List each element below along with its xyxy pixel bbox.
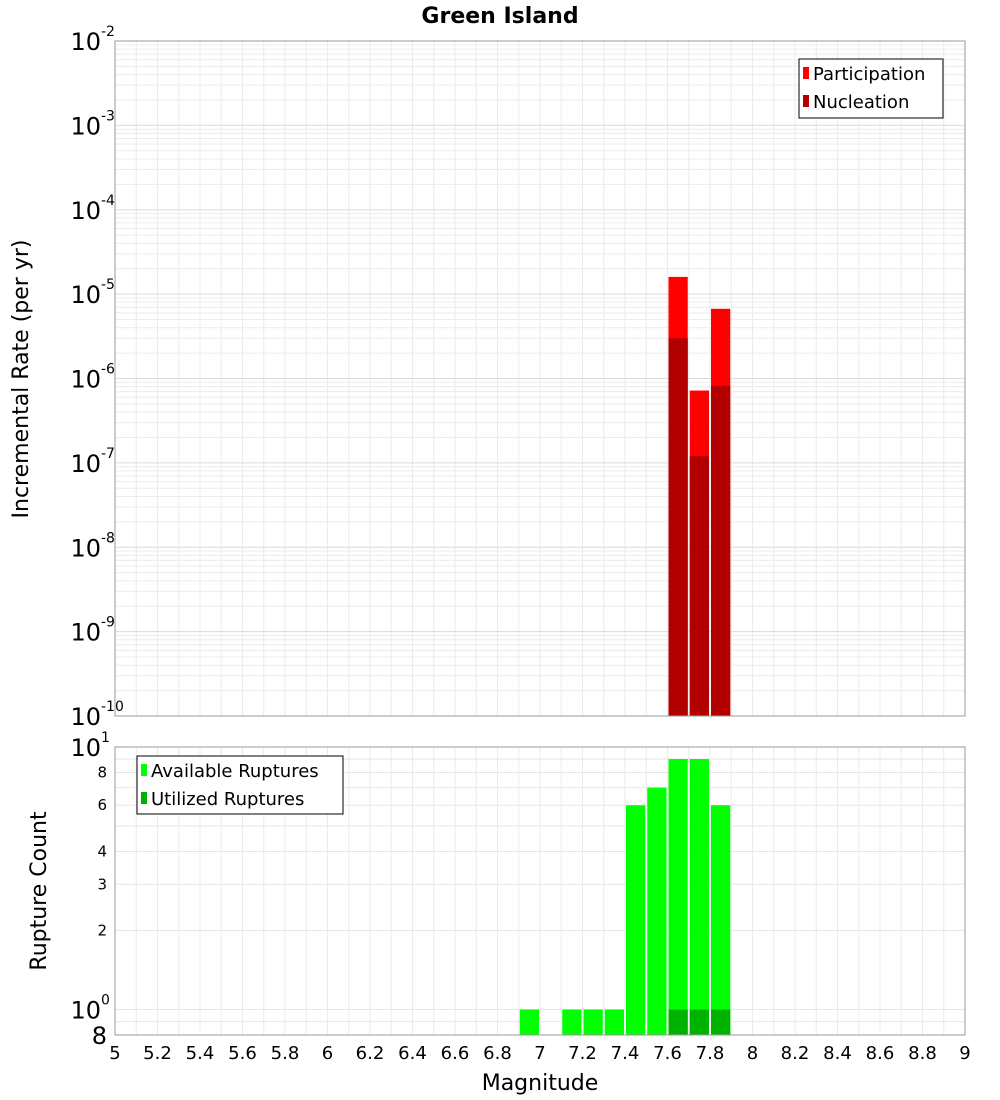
- count-bar-available-ruptures: [519, 1009, 539, 1035]
- rate-y-tick-exponent: -10: [101, 699, 124, 715]
- count-y-tick-label: 6: [97, 796, 107, 814]
- x-tick-label: 9: [959, 1043, 970, 1064]
- rate-grid: [114, 41, 966, 717]
- count-y-tick-label: 10: [70, 997, 101, 1025]
- count-y-tick-label: 2: [97, 922, 107, 940]
- count-bar-utilized-ruptures: [689, 1009, 709, 1035]
- rate-y-tick-label: 10: [70, 112, 101, 140]
- rate-plot-border: [114, 40, 966, 717]
- rate-y-tick-label: 10: [70, 619, 101, 647]
- count-y-axis-label: Rupture Count: [27, 811, 52, 971]
- x-tick-label: 6: [322, 1043, 333, 1064]
- rate-y-tick-exponent: -2: [101, 24, 115, 40]
- count-y-tick-label: 8: [92, 1022, 107, 1050]
- rate-y-tick-exponent: -6: [101, 362, 115, 378]
- count-legend-label: Available Ruptures: [151, 761, 319, 782]
- count-y-tick-label: 3: [97, 875, 107, 893]
- rate-legend: Participation Nucleation: [798, 58, 944, 119]
- rate-y-ticks: 10-210-310-410-510-610-710-810-910-10: [70, 24, 123, 731]
- rate-panel: 10-210-310-410-510-610-710-810-910-10 In…: [9, 24, 966, 731]
- rate-bar-nucleation: [689, 456, 709, 716]
- count-bar-available-ruptures: [562, 1009, 582, 1035]
- rate-legend-box: [798, 58, 944, 119]
- count-bar-utilized-ruptures: [711, 1009, 731, 1035]
- rate-legend-swatch: [803, 67, 809, 79]
- x-tick-label: 7.2: [568, 1043, 597, 1064]
- count-y-tick-label: 4: [97, 842, 107, 860]
- x-tick-label: 5.8: [271, 1043, 300, 1064]
- rate-y-axis-label: Incremental Rate (per yr): [9, 240, 34, 519]
- count-legend-box: [136, 755, 344, 815]
- rate-y-tick-label: 10: [70, 281, 101, 309]
- x-tick-label: 6.6: [441, 1043, 470, 1064]
- count-legend-swatch: [141, 764, 147, 776]
- rate-legend-swatch: [803, 95, 809, 107]
- x-tick-label: 8.2: [781, 1043, 810, 1064]
- x-tick-label: 5.2: [143, 1043, 172, 1064]
- x-tick-label: 7.8: [696, 1043, 725, 1064]
- x-tick-label: 7: [534, 1043, 545, 1064]
- rate-y-tick-label: 10: [70, 450, 101, 478]
- x-axis-label: Magnitude: [482, 1071, 599, 1096]
- count-bar-available-ruptures: [583, 1009, 603, 1035]
- count-y-tick-label: 10: [70, 734, 101, 762]
- count-bar-available-ruptures: [689, 759, 709, 1035]
- count-bars: [519, 759, 731, 1035]
- count-bar-available-ruptures: [668, 759, 688, 1035]
- x-tick-label: 5: [109, 1043, 120, 1064]
- rate-y-tick-exponent: -7: [101, 446, 115, 462]
- x-tick-label: 6.4: [398, 1043, 427, 1064]
- rate-y-tick-exponent: -4: [101, 193, 115, 209]
- x-tick-label: 8: [747, 1043, 758, 1064]
- rate-y-tick-exponent: -8: [101, 530, 115, 546]
- rate-y-tick-label: 10: [70, 197, 101, 225]
- count-bar-utilized-ruptures: [668, 1009, 688, 1035]
- rate-bar-nucleation: [668, 338, 688, 716]
- x-tick-label: 7.4: [611, 1043, 640, 1064]
- count-y-tick-exponent: 0: [101, 993, 110, 1009]
- chart-title: Green Island: [421, 4, 578, 29]
- count-plot-border: [114, 746, 966, 1036]
- count-y-tick-exponent: 1: [101, 730, 110, 746]
- count-bar-available-ruptures: [604, 1009, 624, 1035]
- rate-bars: [668, 276, 731, 716]
- rate-bar-nucleation: [711, 385, 731, 716]
- count-bar-available-ruptures: [626, 805, 646, 1035]
- x-tick-label: 6.8: [483, 1043, 512, 1064]
- x-tick-label: 8.6: [866, 1043, 895, 1064]
- x-tick-label: 5.4: [186, 1043, 215, 1064]
- rate-y-tick-exponent: -5: [101, 277, 115, 293]
- rate-legend-label: Nucleation: [813, 92, 909, 113]
- x-axis-ticks: 5 5.2 5.4 5.6 5.8 6 6.2 6.4 6.6 6.8 7 7.2 7.4 7.6 7.8 8…: [109, 1043, 970, 1064]
- rate-y-tick-exponent: -3: [101, 108, 115, 124]
- x-tick-label: 8.8: [908, 1043, 937, 1064]
- rate-y-tick-label: 10: [70, 534, 101, 562]
- rate-legend-label: Participation: [813, 64, 925, 85]
- rate-y-tick-label: 10: [70, 703, 101, 731]
- count-legend-label: Utilized Ruptures: [151, 789, 304, 810]
- count-y-tick-label: 8: [97, 763, 107, 781]
- count-legend-swatch: [141, 792, 147, 804]
- count-bar-available-ruptures: [647, 787, 667, 1035]
- x-tick-label: 7.6: [653, 1043, 682, 1064]
- rate-y-tick-label: 10: [70, 28, 101, 56]
- count-bar-available-ruptures: [711, 805, 731, 1035]
- rate-y-tick-exponent: -9: [101, 615, 115, 631]
- count-legend: Available Ruptures Utilized Ruptures: [136, 755, 344, 815]
- x-tick-label: 5.6: [228, 1043, 257, 1064]
- rate-y-tick-label: 10: [70, 366, 101, 394]
- x-tick-label: 6.2: [356, 1043, 385, 1064]
- x-tick-label: 8.4: [823, 1043, 852, 1064]
